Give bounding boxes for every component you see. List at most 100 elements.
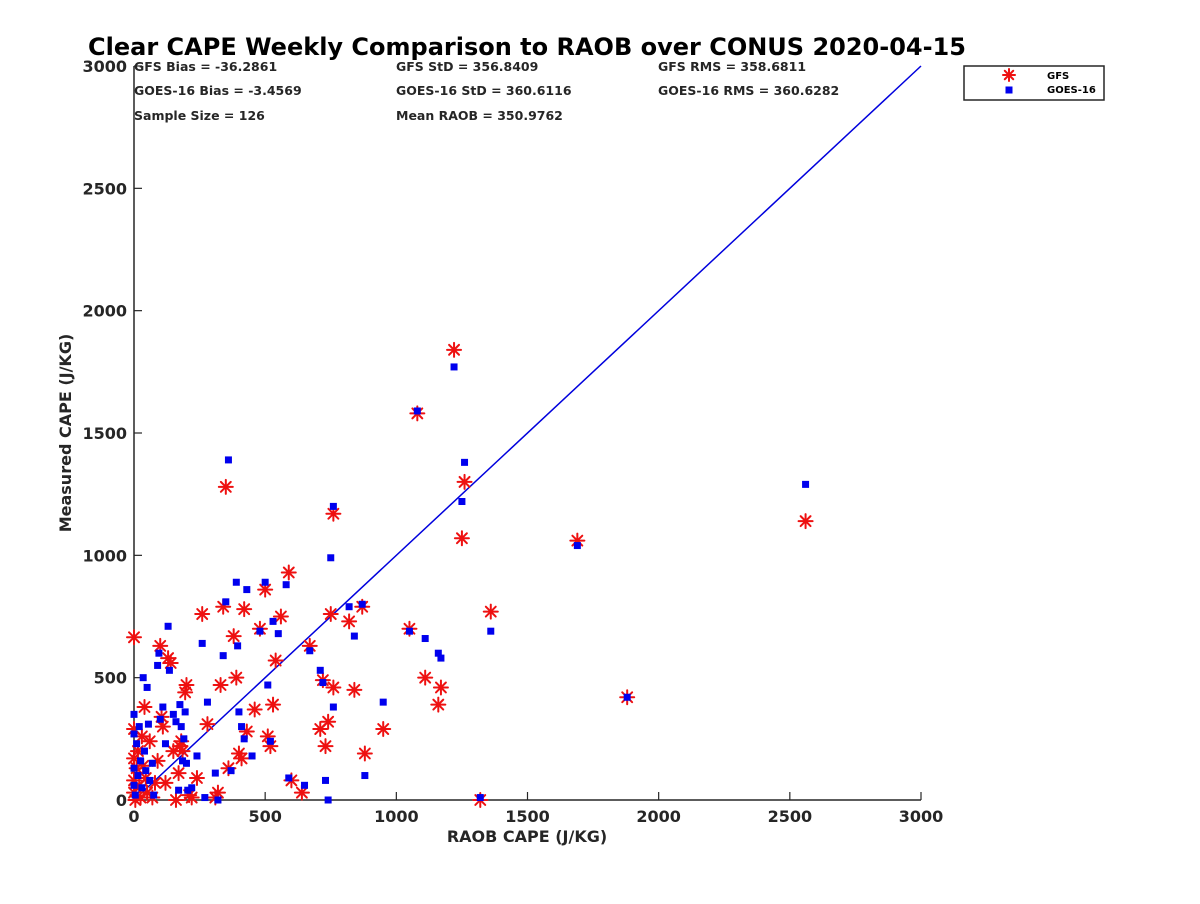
- gfs-point: [174, 743, 191, 760]
- goes16-point: [211, 769, 219, 777]
- goes16-point: [261, 578, 269, 586]
- goes16-point: [184, 786, 192, 794]
- goes16-point: [316, 666, 324, 674]
- goes16-point: [413, 407, 421, 415]
- gfs-point: [317, 738, 334, 755]
- goes16-point: [266, 737, 274, 745]
- goes16-point: [182, 759, 190, 767]
- gfs-point: [356, 745, 373, 762]
- gfs-point: [188, 769, 205, 786]
- goes16-point: [135, 723, 143, 731]
- goes16-std-stat: GOES-16 StD = 360.6116: [396, 83, 572, 98]
- gfs-point: [346, 681, 363, 698]
- goes16-point: [358, 600, 366, 608]
- goes16-point: [434, 649, 442, 657]
- gfs-point: [126, 629, 142, 646]
- legend-goes16-marker-icon: [1005, 86, 1013, 94]
- goes16-point: [274, 630, 282, 638]
- y-axis-label: Measured CAPE (J/KG): [56, 334, 75, 533]
- goes16-series: [130, 363, 810, 804]
- goes16-point: [138, 784, 146, 792]
- goes16-point: [450, 363, 458, 371]
- goes16-point: [269, 617, 277, 625]
- gfs-point: [325, 679, 342, 696]
- goes16-point: [301, 781, 309, 789]
- y-tick-label: 500: [94, 669, 127, 688]
- gfs-rms-stat: GFS RMS = 358.6811: [658, 59, 806, 74]
- goes16-point: [405, 627, 413, 635]
- goes16-point: [256, 627, 264, 635]
- goes16-point: [802, 480, 810, 488]
- goes16-point: [240, 735, 248, 743]
- goes16-point: [487, 627, 495, 635]
- goes16-point: [345, 603, 353, 611]
- goes16-point: [282, 581, 290, 589]
- goes16-point: [324, 796, 332, 804]
- chart-title: Clear CAPE Weekly Comparison to RAOB ove…: [88, 33, 966, 61]
- gfs-point: [341, 613, 358, 630]
- goes16-rms-stat: GOES-16 RMS = 360.6282: [658, 83, 839, 98]
- goes16-point: [146, 776, 154, 784]
- y-tick-label: 0: [116, 791, 127, 810]
- goes16-point: [319, 679, 327, 687]
- gfs-point: [141, 733, 158, 750]
- goes16-point: [154, 661, 162, 669]
- x-axis-label: RAOB CAPE (J/KG): [447, 827, 607, 846]
- goes16-point: [361, 772, 369, 780]
- goes16-point: [130, 764, 138, 772]
- goes16-point: [130, 710, 138, 718]
- goes16-point: [329, 703, 337, 711]
- gfs-point: [194, 606, 211, 623]
- x-tick-label: 2500: [768, 807, 813, 826]
- gfs-point: [228, 669, 245, 686]
- goes16-point: [285, 774, 293, 782]
- goes16-point: [227, 767, 235, 775]
- gfs-point: [322, 606, 339, 623]
- sample-size-stat: Sample Size = 126: [134, 108, 265, 123]
- gfs-point: [157, 774, 174, 791]
- gfs-point: [375, 721, 392, 738]
- y-tick-label: 3000: [82, 57, 127, 76]
- goes16-point: [201, 794, 209, 802]
- goes16-point: [232, 578, 240, 586]
- goes16-point: [437, 654, 445, 662]
- goes16-point: [140, 747, 148, 755]
- goes16-point: [203, 698, 211, 706]
- goes16-point: [327, 554, 335, 562]
- gfs-point: [167, 792, 184, 808]
- y-tick-label: 2000: [82, 302, 127, 321]
- goes16-point: [219, 652, 227, 660]
- goes16-bias-stat: GOES-16 Bias = -3.4569: [134, 83, 302, 98]
- legend-box: [963, 65, 1105, 101]
- goes16-point: [156, 715, 164, 723]
- goes16-point: [461, 458, 469, 466]
- x-tick-label: 1500: [505, 807, 550, 826]
- goes16-point: [159, 703, 167, 711]
- x-tick-label: 2000: [636, 807, 681, 826]
- gfs-point: [293, 784, 310, 801]
- statistics-block: GFS Bias = -36.2861 GFS StD = 356.8409 G…: [134, 59, 839, 123]
- goes16-point: [306, 647, 314, 655]
- goes16-point: [238, 723, 246, 731]
- gfs-point: [432, 679, 449, 696]
- x-tick-label: 500: [248, 807, 281, 826]
- gfs-point: [272, 608, 289, 625]
- x-tick-label: 0: [128, 807, 139, 826]
- goes16-point: [234, 642, 242, 650]
- goes16-point: [458, 498, 466, 506]
- goes16-point: [198, 639, 206, 647]
- gfs-point: [212, 677, 229, 694]
- goes16-point: [193, 752, 201, 760]
- goes16-point: [181, 708, 189, 716]
- goes16-point: [150, 791, 158, 799]
- goes16-point: [623, 693, 631, 701]
- legend-goes16-label: GOES-16: [1047, 85, 1096, 96]
- goes16-point: [148, 759, 156, 767]
- gfs-point: [797, 513, 814, 530]
- goes16-point: [177, 723, 185, 731]
- gfs-point: [482, 603, 499, 620]
- goes16-point: [379, 698, 387, 706]
- goes16-point: [175, 786, 183, 794]
- gfs-point: [430, 696, 447, 713]
